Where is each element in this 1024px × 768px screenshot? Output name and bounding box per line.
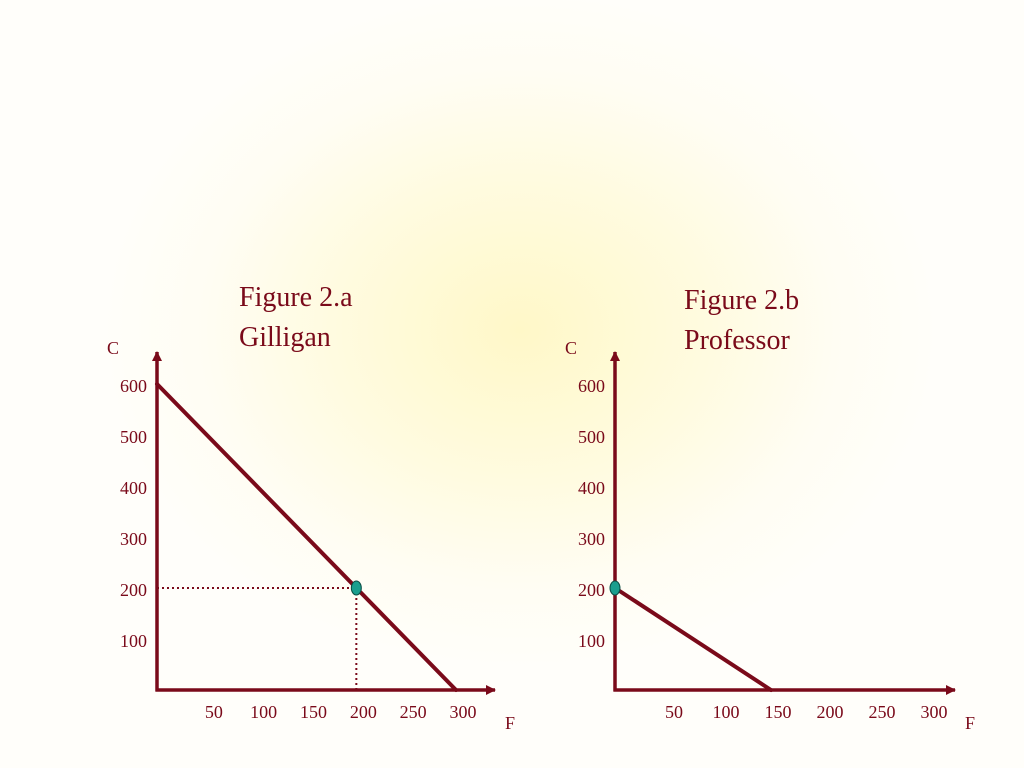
- chart-figure-b: C F 100 200 300 400 500 600 50 100 150 200 250 300: [565, 338, 975, 733]
- x-tick-label-a-50: 50: [205, 702, 223, 722]
- series-line-a-0: [155, 382, 458, 692]
- figure-b-title: Figure 2.b Professor: [684, 281, 799, 361]
- figure-b-subtitle-text: Professor: [684, 325, 790, 356]
- x-tick-label-a-150: 150: [300, 702, 327, 722]
- x-axis-label-a: F: [505, 713, 515, 733]
- y-tick-label-a-500: 500: [120, 427, 147, 447]
- x-tick-label-a-300: 300: [450, 702, 477, 722]
- figure-b-title-text: Figure 2.b: [684, 285, 800, 316]
- y-tick-label-b-300: 300: [578, 529, 605, 549]
- x-tick-label-b-150: 150: [765, 702, 792, 722]
- figure-a-title-text: Figure 2.a: [239, 282, 353, 313]
- y-axis-label-b: C: [565, 338, 577, 358]
- x-tick-label-b-200: 200: [817, 702, 844, 722]
- chart-figure-a: C F 100 200 300 400 500 600 50 100 150 200 250 300: [107, 338, 515, 733]
- figure-a-title: Figure 2.a Gilligan: [239, 278, 353, 358]
- x-tick-label-b-50: 50: [665, 702, 683, 722]
- highlight-point-b: [609, 580, 621, 596]
- y-tick-label-a-100: 100: [120, 631, 147, 651]
- y-tick-label-a-300: 300: [120, 529, 147, 549]
- x-tick-label-a-200: 200: [350, 702, 377, 722]
- y-tick-label-b-100: 100: [578, 631, 605, 651]
- x-tick-label-a-250: 250: [400, 702, 427, 722]
- y-tick-label-b-600: 600: [578, 376, 605, 396]
- y-axis-label-a: C: [107, 338, 119, 358]
- figure-a-subtitle-text: Gilligan: [239, 322, 331, 353]
- y-tick-label-a-400: 400: [120, 478, 147, 498]
- x-tick-label-a-100: 100: [250, 702, 277, 722]
- y-tick-label-a-600: 600: [120, 376, 147, 396]
- y-tick-label-b-400: 400: [578, 478, 605, 498]
- x-tick-label-b-100: 100: [713, 702, 740, 722]
- y-tick-label-b-500: 500: [578, 427, 605, 447]
- y-tick-label-b-200: 200: [578, 580, 605, 600]
- highlight-point-a: [350, 580, 362, 596]
- x-tick-label-b-300: 300: [921, 702, 948, 722]
- x-axis-label-b: F: [965, 713, 975, 733]
- y-tick-label-a-200: 200: [120, 580, 147, 600]
- x-tick-label-b-250: 250: [869, 702, 896, 722]
- series-line-b-0: [613, 586, 773, 692]
